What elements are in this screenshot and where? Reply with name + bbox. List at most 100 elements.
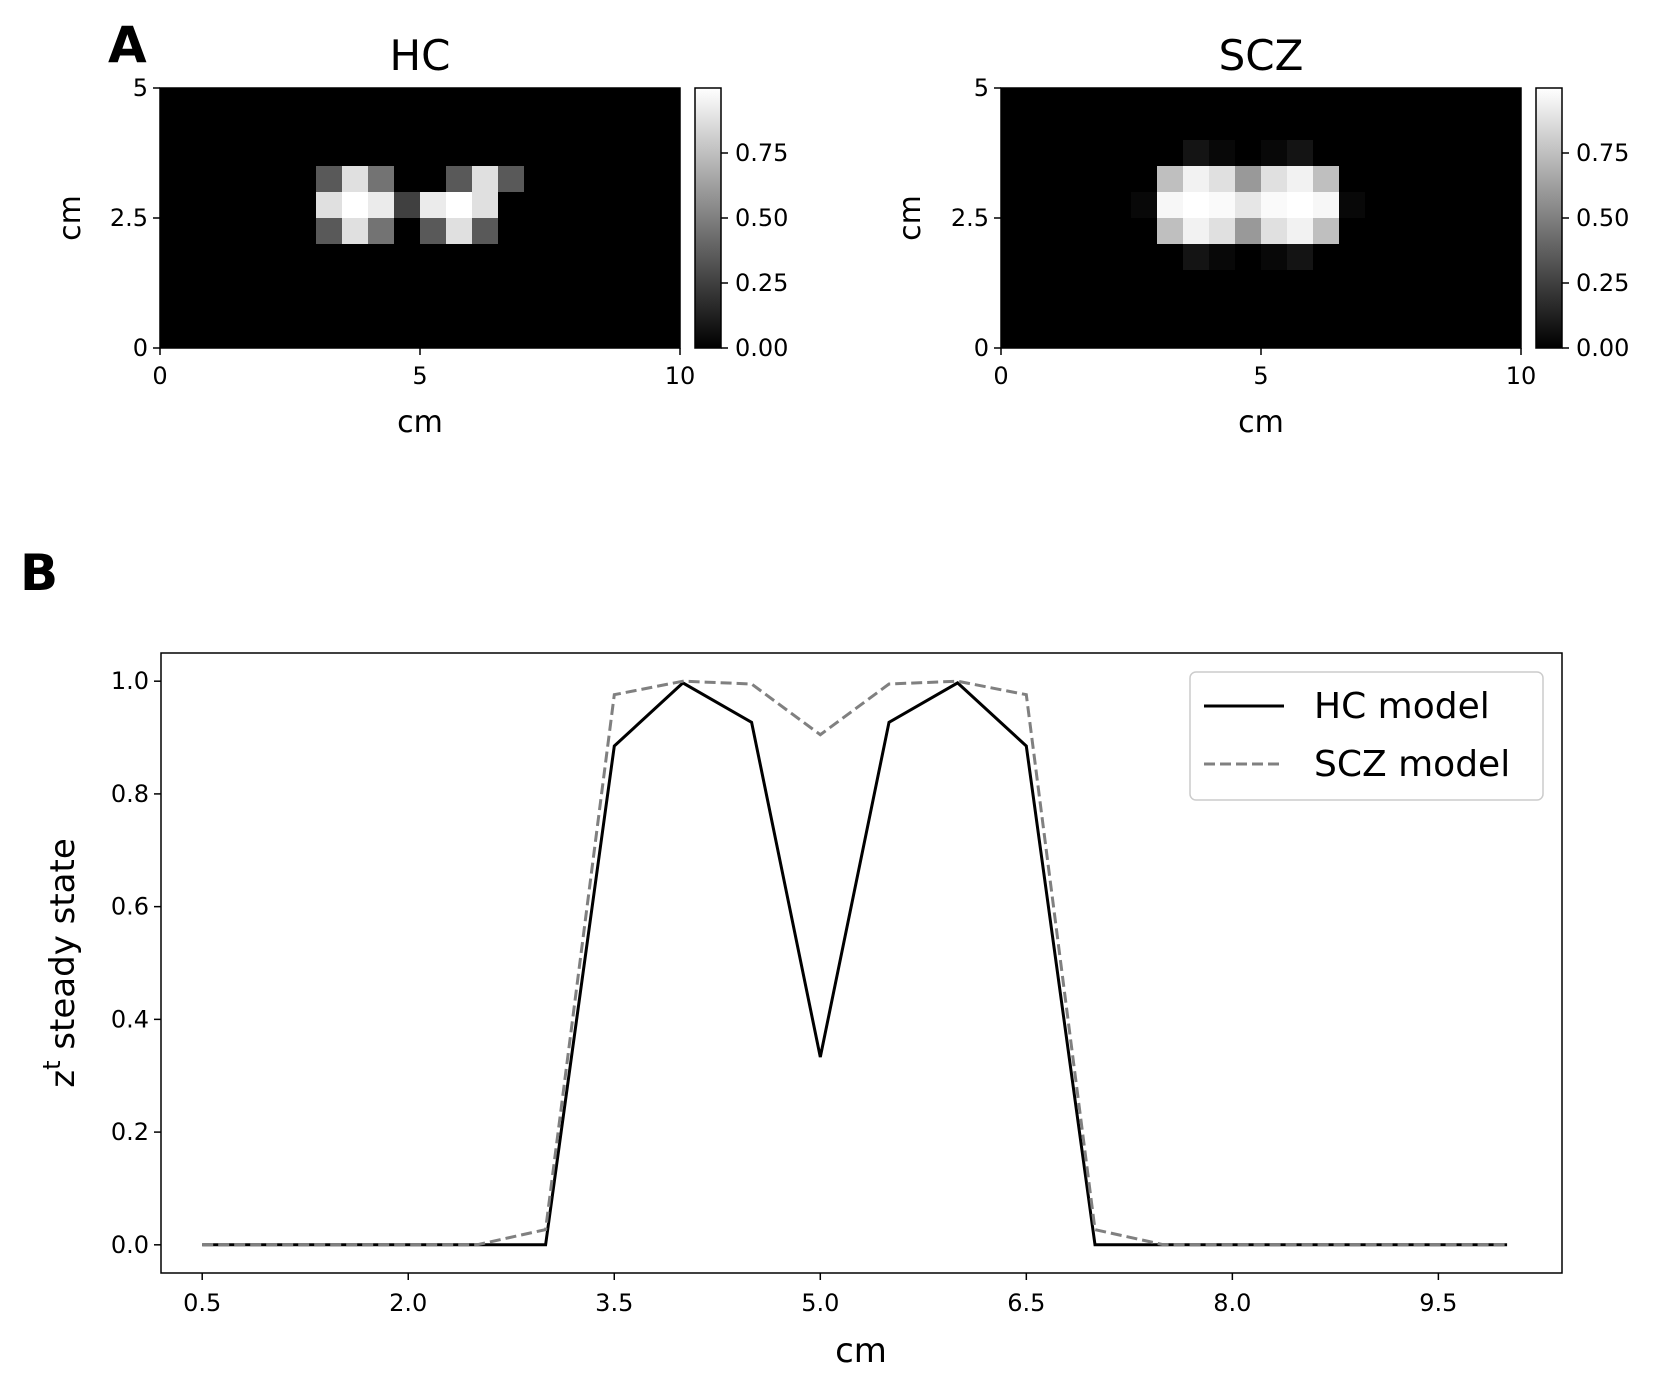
heatmap-hc-cell: [368, 218, 395, 245]
heatmap-hc-cell: [212, 166, 239, 193]
heatmap-hc-cell: [446, 166, 473, 193]
heatmap-scz-cell: [1443, 192, 1470, 219]
heatmap-hc-cell: [602, 88, 629, 115]
heatmap-hc-cell: [472, 114, 499, 141]
heatmap-hc-cell: [342, 296, 369, 323]
heatmap-hc-cell: [446, 218, 473, 245]
heatmap-scz-cell: [1235, 270, 1262, 297]
heatmap-scz-cell: [1001, 218, 1028, 245]
line-chart-ytick-label: 0.4: [111, 1005, 149, 1033]
heatmap-scz-cell: [1001, 88, 1028, 115]
heatmap-scz-cell: [1417, 244, 1444, 271]
heatmap-hc-cell: [550, 192, 577, 219]
heatmap-hc-cell: [550, 218, 577, 245]
heatmap-scz-cell: [1365, 166, 1392, 193]
heatmap-hc-cell: [654, 244, 681, 271]
heatmap-hc-cell: [628, 296, 655, 323]
heatmap-hc-cell: [446, 114, 473, 141]
heatmap-scz-cell: [1287, 166, 1314, 193]
heatmap-scz-cell: [1053, 218, 1080, 245]
heatmap-hc: HC 0 5 10 0 2.5 5 cm cm 0.00 0.25 0.50 0.75: [53, 31, 788, 440]
heatmap-hc-cell: [394, 296, 421, 323]
heatmap-hc-cell: [160, 140, 187, 167]
heatmap-scz-cell: [1209, 88, 1236, 115]
heatmap-hc-cell: [160, 322, 187, 349]
heatmap-hc-cell: [186, 88, 213, 115]
heatmap-scz-cell: [1443, 166, 1470, 193]
heatmap-scz-cell: [1157, 114, 1184, 141]
heatmap-hc-cell: [654, 114, 681, 141]
heatmap-scz-cell: [1443, 218, 1470, 245]
heatmap-hc-cell: [238, 166, 265, 193]
heatmap-scz-cell: [1157, 244, 1184, 271]
heatmap-scz-cell: [1027, 114, 1054, 141]
heatmap-hc-cell: [160, 114, 187, 141]
heatmap-scz-cell: [1209, 166, 1236, 193]
heatmap-scz-cell: [1027, 88, 1054, 115]
heatmap-hc-cell: [628, 166, 655, 193]
heatmap-scz-cell: [1443, 322, 1470, 349]
line-chart-ytick-label: 0.6: [111, 893, 149, 921]
legend-box: [1189, 671, 1544, 801]
heatmap-scz-cell: [1235, 192, 1262, 219]
heatmap-scz-cell: [1235, 114, 1262, 141]
heatmap-scz-cell: [1469, 296, 1496, 323]
heatmap-scz-cell: [1235, 166, 1262, 193]
heatmap-scz-cell: [1391, 270, 1418, 297]
heatmap-scz-cell: [1131, 322, 1158, 349]
heatmap-scz-cell: [1339, 114, 1366, 141]
heatmap-scz-cell: [1339, 296, 1366, 323]
panel-label-a: A: [108, 16, 147, 74]
heatmap-hc-xtick-label: 0: [152, 362, 167, 390]
heatmap-hc-ylabel: cm: [53, 195, 88, 241]
heatmap-hc-cell: [472, 218, 499, 245]
heatmap-scz-cell: [1001, 322, 1028, 349]
heatmap-scz-cell: [1391, 88, 1418, 115]
heatmap-hc-cell: [212, 88, 239, 115]
heatmap-scz-cell: [1053, 270, 1080, 297]
line-chart-xtick-label: 6.5: [1007, 1289, 1045, 1317]
heatmap-scz-cell: [1079, 296, 1106, 323]
heatmap-scz-cell: [1235, 140, 1262, 167]
heatmap-scz-cell: [1157, 296, 1184, 323]
heatmap-scz-cell: [1131, 296, 1158, 323]
heatmap-scz-cell: [1495, 166, 1522, 193]
heatmap-hc-cell: [550, 140, 577, 167]
heatmap-hc-cell: [472, 140, 499, 167]
heatmap-scz-cell: [1313, 244, 1340, 271]
heatmap-hc-cell: [212, 218, 239, 245]
heatmap-hc-cell: [212, 322, 239, 349]
heatmap-hc-cell: [264, 244, 291, 271]
heatmap-hc-colorbar-tick-label: 0.75: [735, 139, 788, 167]
heatmap-scz-cell: [1209, 140, 1236, 167]
heatmap-scz-cell: [1313, 166, 1340, 193]
line-chart-xtick-label: 2.0: [389, 1289, 427, 1317]
heatmap-scz-cell: [1469, 192, 1496, 219]
line-chart-xlabel: cm: [835, 1331, 887, 1371]
heatmap-scz-cell: [1183, 244, 1210, 271]
heatmap-hc-cell: [342, 218, 369, 245]
heatmap-hc-cell: [576, 244, 603, 271]
heatmap-scz-cell: [1261, 166, 1288, 193]
heatmap-scz-cell: [1131, 192, 1158, 219]
heatmap-scz-cell: [1417, 166, 1444, 193]
heatmap-hc-cell: [212, 296, 239, 323]
heatmap-scz-cell: [1079, 244, 1106, 271]
heatmap-hc-colorbar-tick-label: 0.25: [735, 269, 788, 297]
heatmap-hc-cell: [420, 322, 447, 349]
heatmap-hc-cell: [212, 114, 239, 141]
heatmap-scz-cell: [1027, 296, 1054, 323]
heatmap-hc-cell: [316, 192, 343, 219]
heatmap-hc-cell: [368, 114, 395, 141]
heatmap-hc-cell: [628, 270, 655, 297]
series-scz-model-line: [202, 679, 1508, 1247]
heatmap-scz-cell: [1001, 192, 1028, 219]
heatmap-hc-cell: [368, 140, 395, 167]
heatmap-scz-cell: [1287, 322, 1314, 349]
heatmap-hc-cell: [524, 140, 551, 167]
heatmap-scz-cell: [1105, 114, 1132, 141]
heatmap-hc-cell: [602, 192, 629, 219]
heatmap-hc-cell: [472, 192, 499, 219]
heatmap-scz-cell: [1313, 296, 1340, 323]
heatmap-hc-cell: [160, 270, 187, 297]
